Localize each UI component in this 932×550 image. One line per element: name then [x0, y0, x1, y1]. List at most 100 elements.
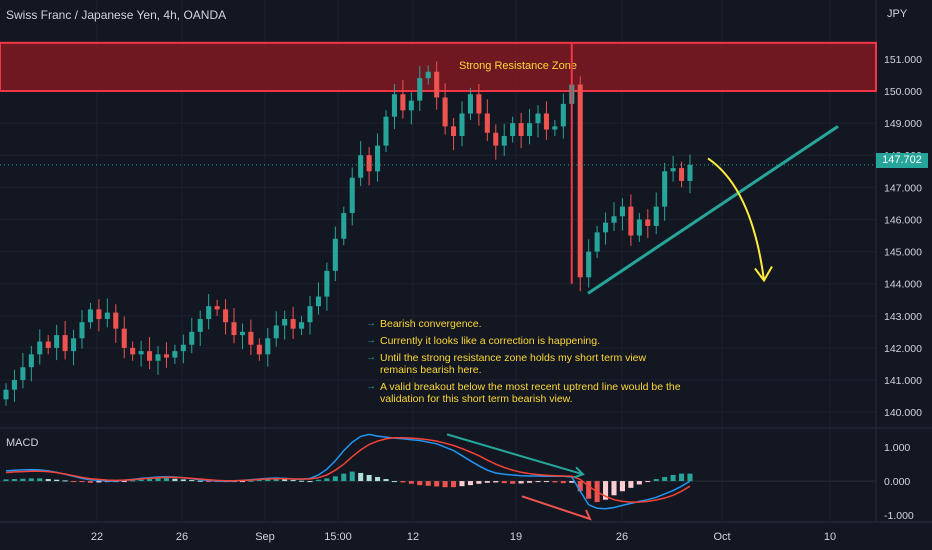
macd-histogram-bar	[366, 474, 372, 482]
time-tick-label: Sep	[255, 531, 275, 543]
candle-body	[172, 351, 178, 358]
macd-histogram-bar	[569, 481, 575, 483]
macd-histogram-bar	[425, 481, 431, 486]
candle-body	[408, 100, 414, 111]
macd-histogram-bar	[586, 481, 592, 499]
candle-body	[299, 322, 305, 329]
candle-body	[332, 238, 338, 271]
macd-histogram-bar	[358, 472, 364, 482]
candle-body	[273, 325, 279, 339]
macd-histogram-bar	[408, 481, 414, 484]
candle-body	[121, 328, 127, 348]
price-tick-label: 147.000	[884, 182, 922, 194]
candle-body	[206, 306, 212, 320]
candle-body	[391, 94, 397, 117]
macd-histogram-bar	[45, 479, 51, 482]
macd-histogram-bar	[603, 481, 609, 500]
price-tick-label: 145.000	[884, 247, 922, 259]
macd-histogram-bar	[180, 479, 186, 482]
macd-histogram-bar	[172, 478, 178, 482]
price-tick-label: 141.000	[884, 375, 922, 387]
candle-body	[45, 341, 51, 348]
price-tick-label: 142.000	[884, 343, 922, 355]
macd-histogram-bar	[510, 481, 516, 484]
candle-body	[256, 344, 262, 355]
macd-histogram-bar	[400, 481, 406, 483]
candle-body	[130, 347, 136, 355]
macd-histogram-bar	[332, 476, 338, 482]
candle-body	[459, 113, 465, 136]
arrow-right-icon: →	[366, 352, 376, 363]
candle-body	[425, 71, 431, 79]
time-tick-label: 12	[407, 531, 419, 543]
macd-histogram-bar	[493, 481, 499, 483]
macd-histogram-bar	[501, 481, 507, 484]
macd-histogram-bar	[197, 480, 203, 482]
price-tick-label: 146.000	[884, 214, 922, 226]
candle-body	[341, 213, 347, 239]
candle-body	[3, 389, 9, 400]
price-tick-label: 151.000	[884, 54, 922, 66]
macd-histogram-bar	[653, 479, 659, 482]
macd-histogram-bar	[138, 479, 144, 482]
candle-body	[104, 312, 110, 320]
price-tick-label: 149.000	[884, 118, 922, 130]
time-tick-label: 15:00	[324, 531, 352, 543]
candle-body	[96, 309, 102, 320]
macd-histogram-bar	[62, 480, 68, 482]
macd-histogram-bar	[679, 473, 685, 482]
candle-body	[476, 94, 482, 114]
candle-body	[467, 94, 473, 114]
macd-histogram-bar	[28, 478, 34, 482]
macd-histogram-bar	[307, 481, 313, 483]
candle-body	[518, 123, 524, 136]
macd-tick-label: 1.000	[884, 442, 910, 454]
macd-histogram-bar	[324, 478, 330, 482]
signal-line	[5, 437, 691, 503]
macd-histogram-bar	[130, 480, 136, 482]
candle-body	[434, 71, 440, 98]
candle-body	[636, 219, 642, 236]
candle-body	[62, 335, 68, 352]
macd-histogram-bar	[189, 480, 195, 482]
last-price-tag: 147.702	[876, 153, 928, 168]
candle-body	[586, 251, 592, 278]
candle-body	[619, 206, 625, 217]
macd-histogram-bar	[265, 479, 271, 482]
macd-histogram-bar	[256, 480, 262, 482]
macd-histogram-bar	[417, 481, 423, 486]
macd-histogram-bar	[636, 481, 642, 485]
candle-body	[20, 367, 26, 381]
analysis-notes: → Bearish convergence. → Currently it look…	[366, 318, 696, 410]
candle-body	[138, 351, 144, 355]
macd-histogram-bar	[273, 479, 279, 482]
macd-histogram-bar	[451, 481, 457, 488]
analysis-note: → Bearish convergence.	[366, 318, 696, 330]
candle-body	[552, 126, 558, 130]
candle-body	[670, 168, 676, 172]
macd-histogram-bar	[560, 481, 566, 484]
candle-body	[324, 270, 330, 297]
macd-divergence-arrowhead	[573, 466, 585, 479]
macd-histogram-bar	[96, 481, 102, 483]
macd-histogram-bar	[3, 479, 9, 482]
macd-histogram-bar	[476, 481, 482, 484]
macd-histogram-bar	[79, 481, 85, 483]
candle-body	[628, 206, 634, 236]
chart-title: Swiss Franc / Japanese Yen, 4h, OANDA	[6, 8, 227, 22]
candle-body	[527, 123, 533, 136]
candle-body	[79, 322, 85, 339]
macd-histogram-bar	[206, 481, 212, 483]
candle-body	[349, 177, 355, 214]
candle-body	[501, 135, 507, 146]
macd-histogram-bar	[662, 477, 668, 482]
candle-body	[611, 216, 617, 223]
macd-histogram-bar	[87, 481, 93, 483]
candle-body	[603, 222, 609, 233]
macd-tick-label: -1.000	[884, 510, 914, 522]
candle-body	[315, 296, 321, 307]
candle-body	[484, 113, 490, 133]
candle-body	[197, 319, 203, 332]
candle-body	[679, 168, 685, 181]
